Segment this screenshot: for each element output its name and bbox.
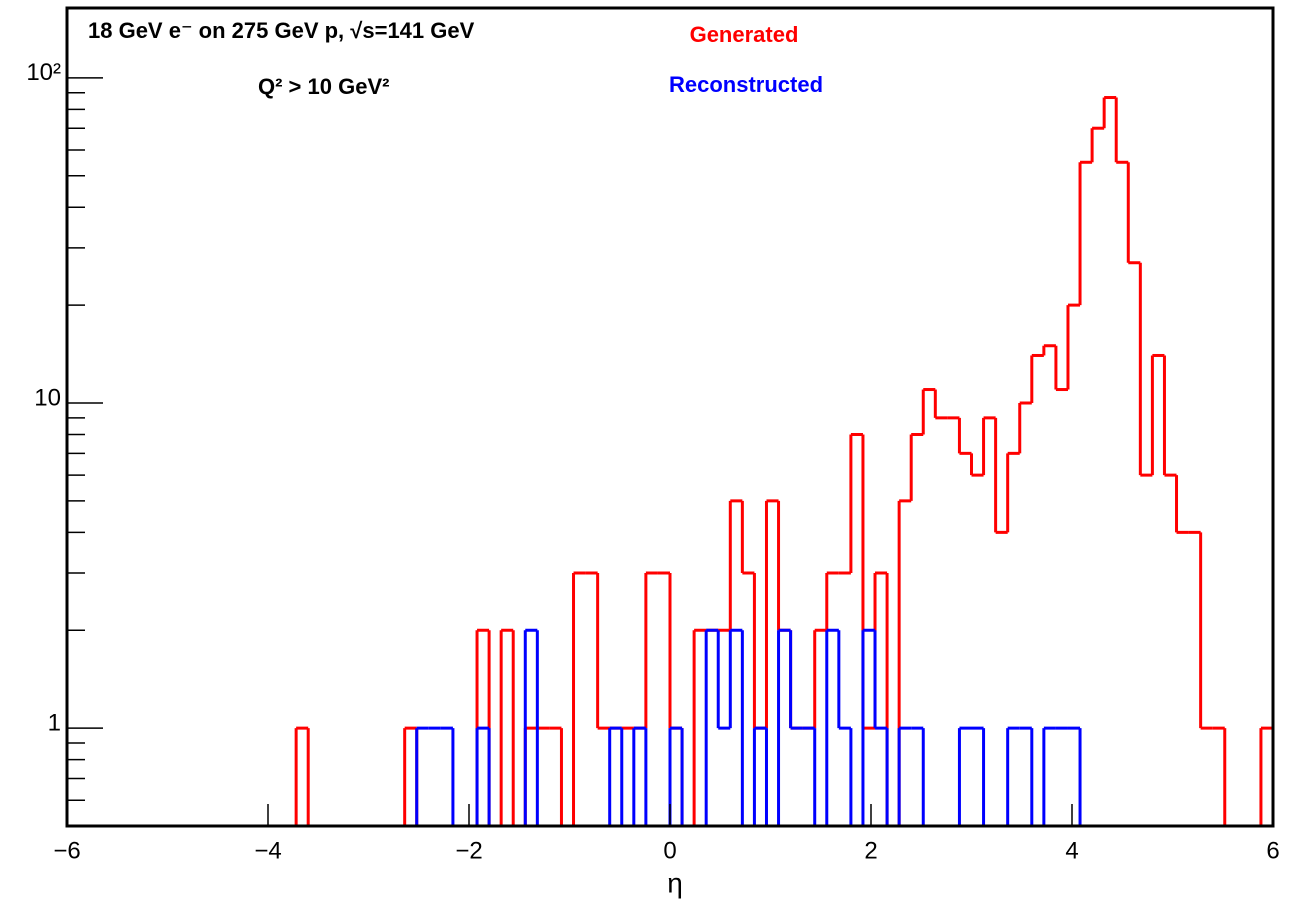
x-tick-label: −4 [254,837,281,864]
legend-entry: Reconstructed [669,72,823,97]
y-tick-label: 1 [48,709,61,736]
legend-entry: Generated [690,22,799,47]
y-tick-label: 10² [26,59,61,86]
x-tick-label: 4 [1065,837,1078,864]
x-tick-label: 2 [864,837,877,864]
annotation: 18 GeV e⁻ on 275 GeV p, √s=141 GeV [88,18,475,43]
x-tick-label: −2 [455,837,482,864]
x-tick-label: 6 [1266,837,1279,864]
x-tick-label: 0 [663,837,676,864]
x-tick-label: −6 [53,837,80,864]
annotation: Q² > 10 GeV² [258,74,389,99]
y-tick-label: 10 [34,384,61,411]
x-axis-label: η [667,867,683,898]
